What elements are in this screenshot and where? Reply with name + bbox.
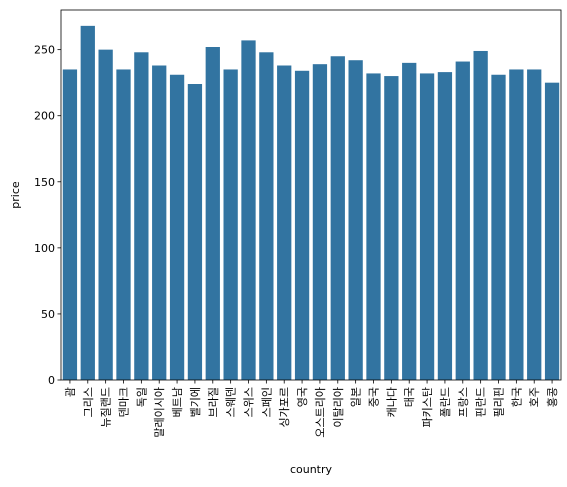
y-axis-title: price (9, 181, 22, 209)
bar (509, 69, 524, 380)
x-tick-label: 말레이시아 (153, 387, 166, 438)
x-tick-label: 벨기에 (189, 387, 202, 417)
bar (223, 69, 238, 380)
y-tick-label: 100 (34, 242, 55, 255)
x-tick-label: 필리핀 (493, 387, 506, 417)
bar (205, 47, 220, 380)
bar (312, 64, 328, 380)
bar (330, 56, 345, 380)
x-tick-label: 호주 (528, 387, 541, 407)
x-tick-label: 베트남 (171, 387, 184, 417)
bar (437, 72, 453, 380)
x-tick-label: 태국 (403, 387, 416, 407)
bar (80, 25, 95, 380)
bars-group (62, 25, 560, 381)
x-tick-label: 스페인 (260, 387, 273, 417)
bar (241, 40, 256, 381)
y-tick-label: 200 (34, 110, 55, 123)
x-tick-label: 독일 (134, 387, 148, 407)
x-tick-label: 뉴질랜드 (100, 387, 113, 427)
y-tick-label: 50 (41, 308, 55, 321)
bar (455, 61, 470, 381)
x-tick-label: 덴마크 (118, 387, 131, 417)
y-tick-label: 250 (34, 44, 55, 57)
plot-frame (60, 9, 562, 381)
bar (294, 70, 310, 381)
bar (491, 74, 506, 380)
bar (62, 69, 78, 380)
bar (169, 74, 185, 380)
bar (473, 50, 488, 380)
bar (134, 52, 149, 381)
y-tick-label: 0 (48, 374, 55, 387)
bar (116, 69, 131, 380)
y-axis: 0 50 100 150 200 250 (34, 44, 61, 387)
bar (527, 69, 542, 380)
x-tick-label: 오스트리아 (314, 387, 327, 438)
bar (98, 49, 113, 381)
x-tick-label: 한국 (510, 387, 523, 407)
x-tick-label: 캐나다 (385, 387, 398, 417)
x-tick-label: 중국 (368, 387, 381, 407)
bar (366, 73, 381, 380)
x-tick-label: 스위스 (243, 387, 256, 417)
bar (402, 62, 417, 380)
x-axis-title: country (290, 463, 333, 476)
x-tick-label: 영국 (296, 387, 309, 407)
bar (348, 60, 363, 380)
bar (544, 82, 560, 380)
x-tick-label: 핀란드 (475, 387, 488, 417)
x-tick-label: 일본 (349, 387, 363, 407)
x-tick-label: 싱가포르 (278, 387, 291, 427)
x-tick-label: 브라질 (207, 387, 220, 417)
x-axis: 괌 그리스 뉴질랜드 덴마크 독일 말레이시아 베트남 벨기에 브라질 스웨덴 스위스 스페인 싱가포르… (64, 380, 559, 438)
x-tick-label: 이탈리아 (332, 387, 345, 427)
bar (187, 84, 203, 380)
bar (419, 73, 435, 380)
y-tick-label: 150 (34, 176, 55, 189)
bar (277, 65, 292, 380)
x-tick-label: 홍콩 (545, 387, 559, 407)
x-tick-label: 그리스 (82, 387, 95, 417)
bar (384, 76, 399, 381)
x-tick-label: 프랑스 (457, 387, 470, 417)
x-tick-label: 폴란드 (439, 387, 452, 417)
x-tick-label: 스웨덴 (225, 387, 238, 417)
bar (259, 52, 274, 381)
x-tick-label: 괌 (64, 387, 77, 397)
bar (152, 65, 167, 380)
x-tick-label: 파키스탄 (421, 387, 434, 427)
